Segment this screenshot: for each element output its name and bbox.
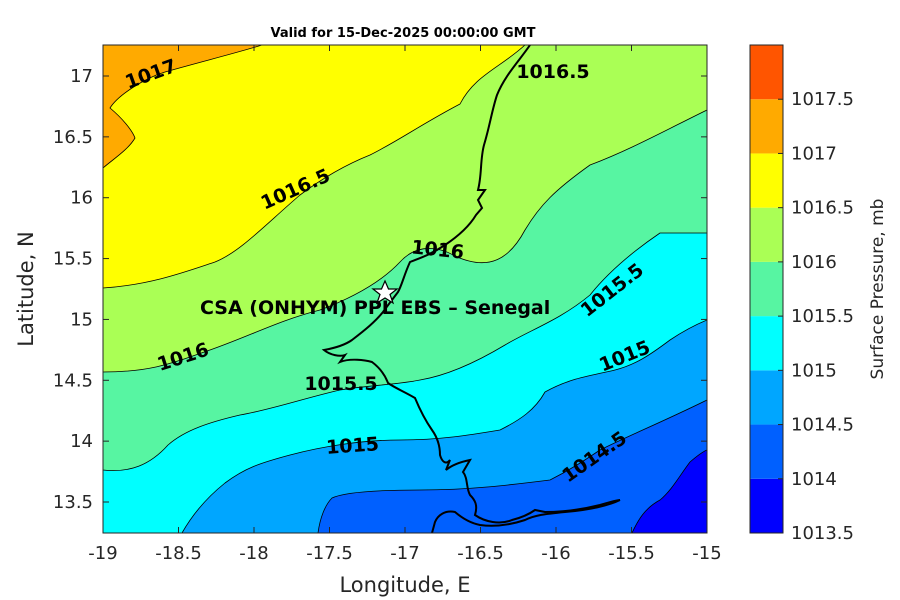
colorbar-band	[750, 153, 783, 208]
x-axis-ticks: -19 -18.5 -18 -17.5 -17 -16.5 -16 -15.5 -15	[88, 45, 722, 564]
colorbar-tick-label: 1014	[791, 469, 837, 490]
colorbar-tick-label: 1017	[791, 143, 837, 164]
colorbar-frame	[749, 44, 784, 534]
colorbar-tick-label: 1015.5	[791, 306, 854, 327]
x-tick-label: -18	[239, 543, 268, 564]
colorbar-tick-label: 1017.5	[791, 89, 854, 110]
x-tick-label: -15	[692, 543, 721, 564]
y-tick-label: 13.5	[53, 492, 93, 513]
colorbar: 1017.5 1017 1016.5 1016 1015.5 1015 1014.5 1014…	[749, 44, 854, 544]
x-tick-label: -19	[88, 543, 117, 564]
x-axis-label: Longitude, E	[339, 573, 470, 597]
pressure-field	[103, 45, 707, 533]
site-star-marker	[371, 279, 399, 305]
colorbar-tick-label: 1013.5	[791, 523, 854, 544]
colorbar-band	[750, 478, 783, 533]
x-tick-label: -17	[390, 543, 419, 564]
contour-label-1015.5-a: 1015.5	[304, 373, 377, 395]
y-tick-label: 16	[70, 188, 93, 209]
colorbar-label: Surface Pressure, mb	[868, 199, 888, 380]
x-tick-label: -16	[541, 543, 570, 564]
colorbar-band	[750, 316, 783, 371]
colorbar-tick-label: 1015	[791, 360, 837, 381]
y-tick-label: 16.5	[53, 127, 93, 148]
x-tick-label: -16.5	[457, 543, 504, 564]
colorbar-tick-label: 1016.5	[791, 198, 854, 219]
x-tick-label: -18.5	[155, 543, 202, 564]
contour-label-1015-a: 1015	[325, 433, 379, 459]
colorbar-tick-label: 1014.5	[791, 415, 854, 436]
site-label: CSA (ONHYM) PPL EBS – Senegal	[200, 297, 550, 319]
map-title: Valid for 15-Dec-2025 00:00:00 GMT	[271, 26, 536, 41]
y-tick-label: 17	[70, 66, 93, 87]
colorbar-band	[750, 207, 783, 262]
band-1017-1017.5	[103, 45, 262, 168]
y-tick-label: 14	[70, 431, 93, 452]
colorbar-tick-label: 1016	[791, 252, 837, 273]
y-axis-label: Latitude, N	[14, 231, 38, 347]
contour-label-1016-a: 1016	[410, 236, 465, 263]
band-1013.5-1014	[632, 450, 707, 533]
colorbar-band	[750, 261, 783, 317]
y-tick-label: 14.5	[53, 370, 93, 391]
band-1014-1014.5	[318, 400, 707, 533]
colorbar-band	[750, 99, 783, 154]
y-tick-label: 15.5	[53, 249, 93, 270]
colorbar-band	[750, 370, 783, 425]
x-tick-label: -15.5	[608, 543, 655, 564]
colorbar-band	[750, 45, 783, 100]
coastline	[321, 45, 621, 524]
y-axis-ticks: 17 16.5 16 15.5 15 14.5 14 13.5	[53, 66, 707, 513]
x-tick-label: -17.5	[306, 543, 353, 564]
colorbar-band	[750, 424, 783, 479]
contour-label-1016.5-a: 1016.5	[516, 61, 589, 83]
y-tick-label: 15	[70, 309, 93, 330]
